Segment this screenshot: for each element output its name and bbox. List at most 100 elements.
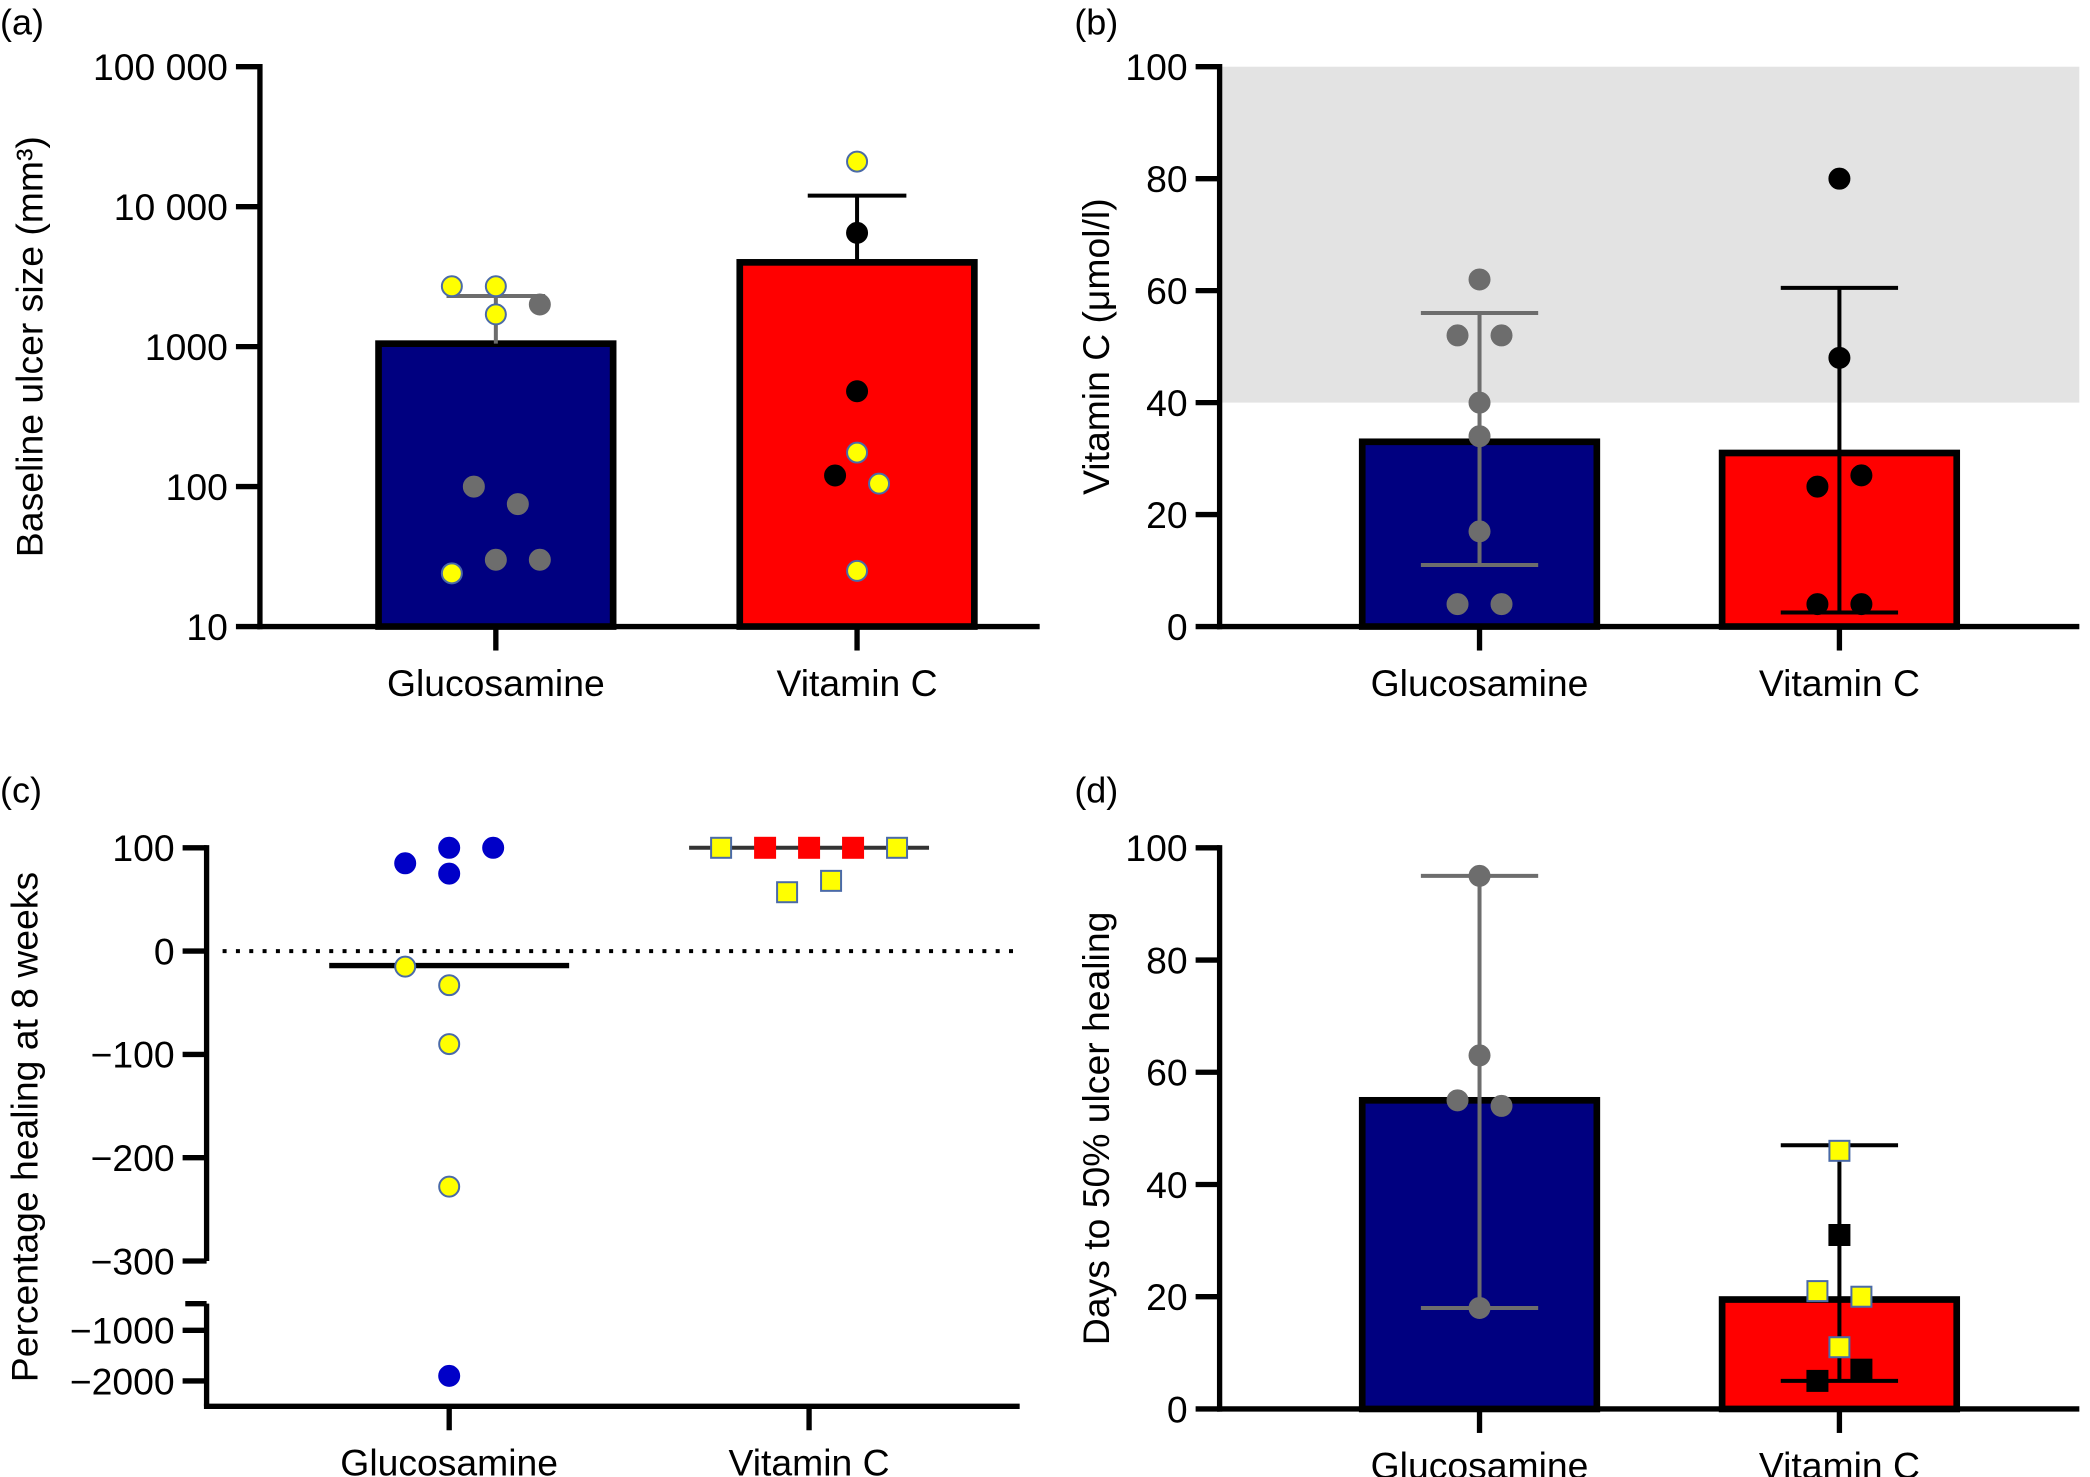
y-tick-label: 1000	[145, 326, 228, 368]
x-tick-label: Vitamin C	[729, 1442, 890, 1477]
y-tick-label: −100	[91, 1034, 175, 1076]
data-point	[710, 836, 733, 859]
y-tick-label: 10 000	[114, 186, 228, 228]
y-axis-label: Vitamin C (μmol/l)	[1075, 198, 1117, 495]
data-point	[438, 1033, 461, 1056]
data-point	[394, 852, 417, 875]
data-point	[462, 475, 485, 498]
y-axis-label: Days to 50% ulcer healing	[1075, 912, 1117, 1346]
data-point	[776, 881, 799, 904]
y-axis-label: Baseline ulcer size (mm³)	[9, 136, 51, 557]
x-tick-label: Vitamin C	[1759, 662, 1920, 704]
y-tick-label: 10	[186, 606, 228, 648]
data-point	[394, 955, 417, 978]
data-point	[1446, 593, 1469, 616]
data-point	[1468, 520, 1491, 543]
data-point	[868, 472, 891, 495]
y-tick-label: 60	[1146, 1052, 1188, 1094]
data-point	[820, 869, 843, 892]
data-point	[1828, 167, 1851, 190]
data-point	[438, 1175, 461, 1198]
y-tick-label: −1000	[70, 1310, 175, 1352]
x-tick-label: Glucosamine	[387, 662, 605, 704]
y-tick-label: 100	[112, 827, 174, 869]
data-point	[798, 836, 821, 859]
x-tick-label: Glucosamine	[340, 1442, 558, 1477]
data-point	[846, 441, 869, 464]
data-point	[484, 275, 507, 298]
data-point	[846, 559, 869, 582]
data-point	[528, 293, 551, 316]
data-point	[440, 562, 463, 585]
y-tick-label: 80	[1146, 939, 1188, 981]
data-point	[1850, 1285, 1873, 1308]
data-point	[506, 493, 529, 516]
data-point	[484, 548, 507, 571]
x-tick-label: Glucosamine	[1371, 1444, 1589, 1477]
data-point	[1806, 1280, 1829, 1303]
data-point	[1828, 1336, 1851, 1359]
data-point	[842, 836, 865, 859]
y-tick-label: 20	[1146, 494, 1188, 536]
data-point	[1468, 1296, 1491, 1319]
panel-label-b: (b)	[1074, 2, 1118, 43]
panel-label-c: (c)	[0, 769, 42, 810]
data-point	[1828, 1223, 1851, 1246]
data-point	[1468, 391, 1491, 414]
x-tick-label: Vitamin C	[777, 662, 938, 704]
data-point	[528, 548, 551, 571]
data-point	[1850, 1358, 1873, 1381]
y-tick-label: −300	[91, 1240, 175, 1282]
data-point	[846, 380, 869, 403]
data-point	[886, 836, 909, 859]
y-tick-label: 100	[1125, 827, 1187, 869]
data-point	[1490, 593, 1513, 616]
data-point	[824, 464, 847, 487]
y-tick-label: 100 000	[93, 46, 228, 88]
y-tick-label: 40	[1146, 382, 1188, 424]
y-tick-label: 100	[166, 466, 228, 508]
y-tick-label: 0	[1167, 606, 1188, 648]
data-point	[438, 974, 461, 997]
data-point	[1850, 464, 1873, 487]
data-point	[440, 275, 463, 298]
y-tick-label: 0	[1167, 1388, 1188, 1430]
bar-glucosamine	[375, 340, 617, 630]
data-point	[1490, 324, 1513, 347]
y-axis-label: Percentage healing at 8 weeks	[3, 872, 45, 1382]
data-point	[1468, 268, 1491, 291]
data-point	[846, 150, 869, 173]
y-tick-label: 80	[1146, 158, 1188, 200]
y-tick-label: 0	[154, 930, 175, 972]
data-point	[1806, 475, 1829, 498]
data-point	[1468, 1044, 1491, 1067]
y-tick-label: −200	[91, 1137, 175, 1179]
y-tick-label: 60	[1146, 270, 1188, 312]
data-point	[438, 836, 461, 859]
data-point	[1446, 324, 1469, 347]
data-point	[482, 836, 505, 859]
data-point	[438, 862, 461, 885]
panel-label-a: (a)	[0, 2, 44, 43]
data-point	[1806, 593, 1829, 616]
data-point	[1446, 1089, 1469, 1112]
data-point	[484, 303, 507, 326]
y-tick-label: 40	[1146, 1164, 1188, 1206]
data-point	[754, 836, 777, 859]
data-point	[1490, 1094, 1513, 1117]
data-point	[1468, 425, 1491, 448]
y-tick-label: 20	[1146, 1276, 1188, 1318]
y-tick-label: −2000	[70, 1360, 175, 1402]
x-tick-label: Vitamin C	[1759, 1444, 1920, 1477]
data-point	[1828, 346, 1851, 369]
data-point	[1468, 864, 1491, 887]
data-point	[1806, 1369, 1829, 1392]
panel-label-d: (d)	[1074, 769, 1118, 810]
data-point	[438, 1364, 461, 1387]
normal-range-band	[1219, 66, 2080, 403]
data-point	[1828, 1139, 1851, 1162]
x-tick-label: Glucosamine	[1371, 662, 1589, 704]
data-point	[1850, 593, 1873, 616]
y-tick-label: 100	[1125, 46, 1187, 88]
